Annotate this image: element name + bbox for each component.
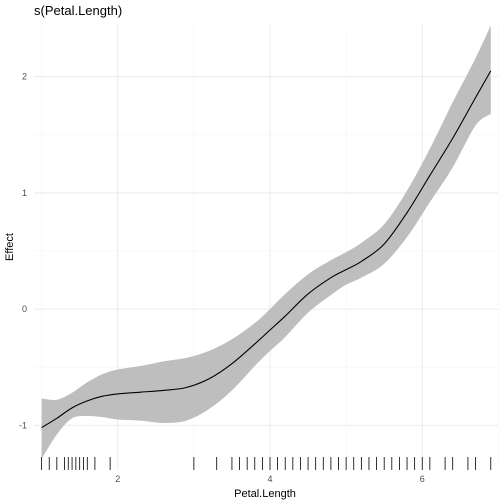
x-tick-label: 4 [267, 474, 272, 484]
chart-title: s(Petal.Length) [34, 3, 122, 18]
y-tick-label: 1 [22, 188, 27, 198]
y-tick-label: 2 [22, 72, 27, 82]
x-tick-label: 2 [115, 474, 120, 484]
x-axis-ticks: 2 4 6 [115, 474, 425, 484]
x-tick-label: 6 [420, 474, 425, 484]
y-tick-label: -1 [19, 420, 27, 430]
x-axis-title: Petal.Length [234, 488, 296, 500]
y-axis-title: Effect [4, 233, 16, 261]
y-axis-ticks: -1 0 1 2 [19, 72, 27, 431]
y-tick-label: 0 [22, 304, 27, 314]
rug [41, 457, 492, 470]
fit-line [41, 70, 492, 429]
confidence-band [41, 25, 491, 459]
